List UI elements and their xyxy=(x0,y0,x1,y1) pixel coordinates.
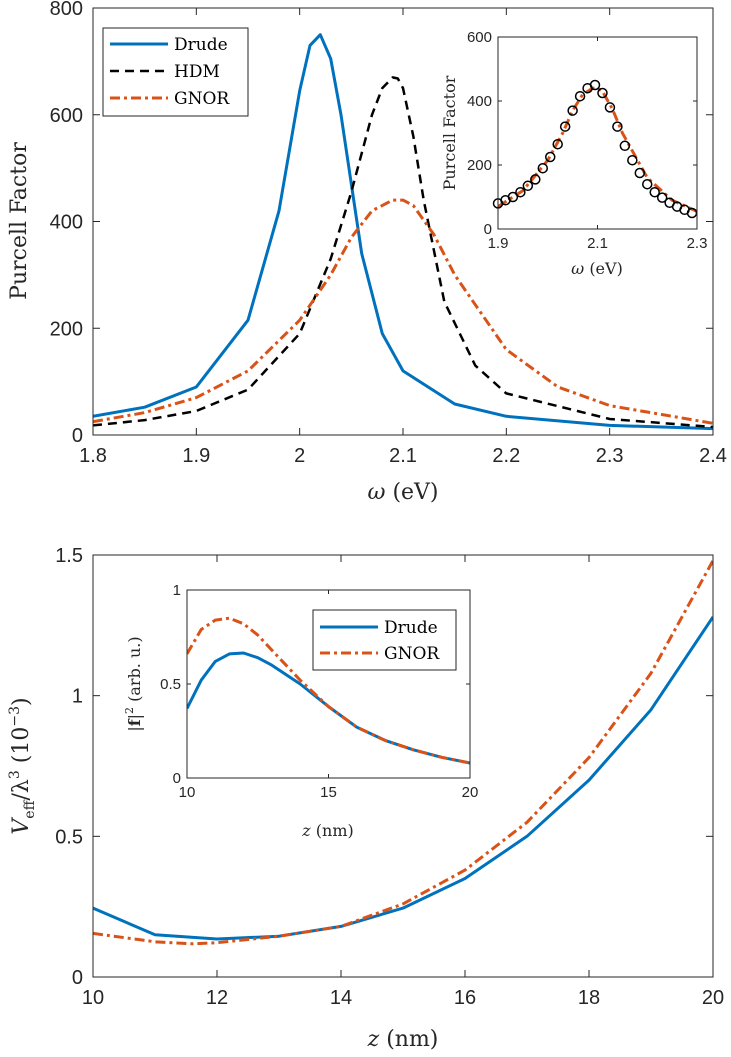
top-inset-marker xyxy=(619,140,631,152)
bottom-inset-ytick-label: 1 xyxy=(173,582,181,599)
top-inset-marker xyxy=(559,121,571,132)
bottom-main-xtick-label: 18 xyxy=(578,987,600,1009)
top-inset-marker xyxy=(507,191,519,203)
top-inset-marker xyxy=(544,151,556,163)
top-inset-xtick-label: 2.3 xyxy=(687,235,708,252)
bottom-inset-ytick-label: 0 xyxy=(173,770,181,787)
top-legend: Drude HDM GNOR xyxy=(102,27,249,117)
top-main-ytick-label: 0 xyxy=(72,425,83,447)
top-inset-marker xyxy=(604,102,616,113)
top-main-ytick-label: 600 xyxy=(50,105,83,127)
top-main-ytick-label: 200 xyxy=(50,318,83,340)
top-main-ytick-label: 800 xyxy=(50,0,83,20)
legend-drude-label-b: Drude xyxy=(384,618,438,638)
bottom-inset-ylabel: |f|2 (arb. u.) xyxy=(123,636,144,731)
top-main-xtick-label: 2.4 xyxy=(699,445,727,467)
top-inset-marker xyxy=(612,121,623,132)
bottom-main-xtick-label: 10 xyxy=(82,987,104,1009)
bottom-main-drude-line xyxy=(93,616,713,941)
top-inset-marker xyxy=(537,162,549,174)
top-inset-marker xyxy=(515,186,526,198)
top-main-xtick-label: 2.1 xyxy=(389,445,417,467)
bottom-inset-plot: 10 15 20 0 0.5 1 |f|2 (arb. u.) z (nm) Drude … xyxy=(123,582,478,840)
top-main-xlabel: ω (eV) xyxy=(367,480,438,505)
bottom-inset-xlabel: z (nm) xyxy=(301,821,354,840)
bottom-main-gnor-line xyxy=(93,559,713,946)
bottom-main-ytick-label: 1.5 xyxy=(55,545,83,567)
top-main-ytick-label: 400 xyxy=(50,212,83,234)
top-inset-marker xyxy=(649,186,660,198)
bottom-legend: Drude GNOR xyxy=(312,609,457,671)
bottom-main-ytick-label: 0.5 xyxy=(55,826,83,848)
legend-drude-label: Drude xyxy=(174,35,228,55)
top-main-xtick-label: 2 xyxy=(294,445,305,467)
bottom-inset-xtick-label: 20 xyxy=(462,784,479,801)
top-inset-marker xyxy=(642,178,653,190)
top-inset-plot: 1.9 2.1 2.3 0 200 400 600 Purcell Factor ω (eV… xyxy=(440,29,707,278)
top-inset-ytick-label: 400 xyxy=(467,93,492,110)
top-inset-marker xyxy=(522,180,534,192)
top-inset-ytick-label: 200 xyxy=(467,157,492,174)
bottom-inset-xtick-label: 15 xyxy=(320,784,337,801)
top-inset-xtick-label: 1.9 xyxy=(488,235,509,252)
top-inset-marker xyxy=(552,138,563,150)
bottom-main-axes-box xyxy=(92,554,714,978)
bottom-main-xlabel: z (nm) xyxy=(367,1027,439,1052)
bottom-inset-ytick-label: 0.5 xyxy=(160,676,181,693)
bottom-main-ytick-label: 1 xyxy=(72,686,83,708)
legend-gnor-label: GNOR xyxy=(174,89,230,109)
top-inset-marker xyxy=(656,192,668,203)
bottom-inset-xtick-label: 10 xyxy=(179,784,196,801)
top-main-xtick-label: 1.9 xyxy=(182,445,210,467)
top-inset-marker xyxy=(597,87,608,99)
top-inset-marker xyxy=(567,105,578,116)
top-inset-xlabel: ω (eV) xyxy=(571,259,623,278)
top-main-xtick-label: 1.8 xyxy=(79,445,107,467)
top-inset-ylabel: Purcell Factor xyxy=(440,75,459,190)
top-inset-marker xyxy=(634,167,646,179)
top-main-hdm-line xyxy=(93,76,713,429)
top-inset-xtick-label: 2.1 xyxy=(587,235,608,252)
bottom-main-ytick-label: 0 xyxy=(72,967,83,989)
top-main-xtick-label: 2.2 xyxy=(492,445,520,467)
top-inset-marker xyxy=(627,154,638,166)
legend-gnor-label-b: GNOR xyxy=(384,644,440,664)
top-inset-ytick-label: 0 xyxy=(484,221,492,238)
bottom-main-xtick-label: 20 xyxy=(702,987,724,1009)
top-main-drude-line xyxy=(93,33,713,431)
top-inset-marker xyxy=(574,90,586,102)
top-main-ylabel: Purcell Factor xyxy=(7,142,32,300)
bottom-main-xtick-label: 14 xyxy=(330,987,352,1009)
top-inset-marker xyxy=(530,174,541,185)
bottom-main-ylabel: Veff/λ3 (10−3) xyxy=(7,697,38,834)
top-inset-ytick-label: 600 xyxy=(467,29,492,46)
legend-hdm-label: HDM xyxy=(174,62,220,82)
bottom-inset-drude-line xyxy=(187,651,470,765)
bottom-main-xtick-label: 12 xyxy=(206,987,228,1009)
top-main-xtick-label: 2.3 xyxy=(596,445,624,467)
top-inset-marker xyxy=(589,79,601,91)
bottom-main-xtick-label: 16 xyxy=(454,987,476,1009)
bottom-inset-gnor-line xyxy=(187,616,470,765)
